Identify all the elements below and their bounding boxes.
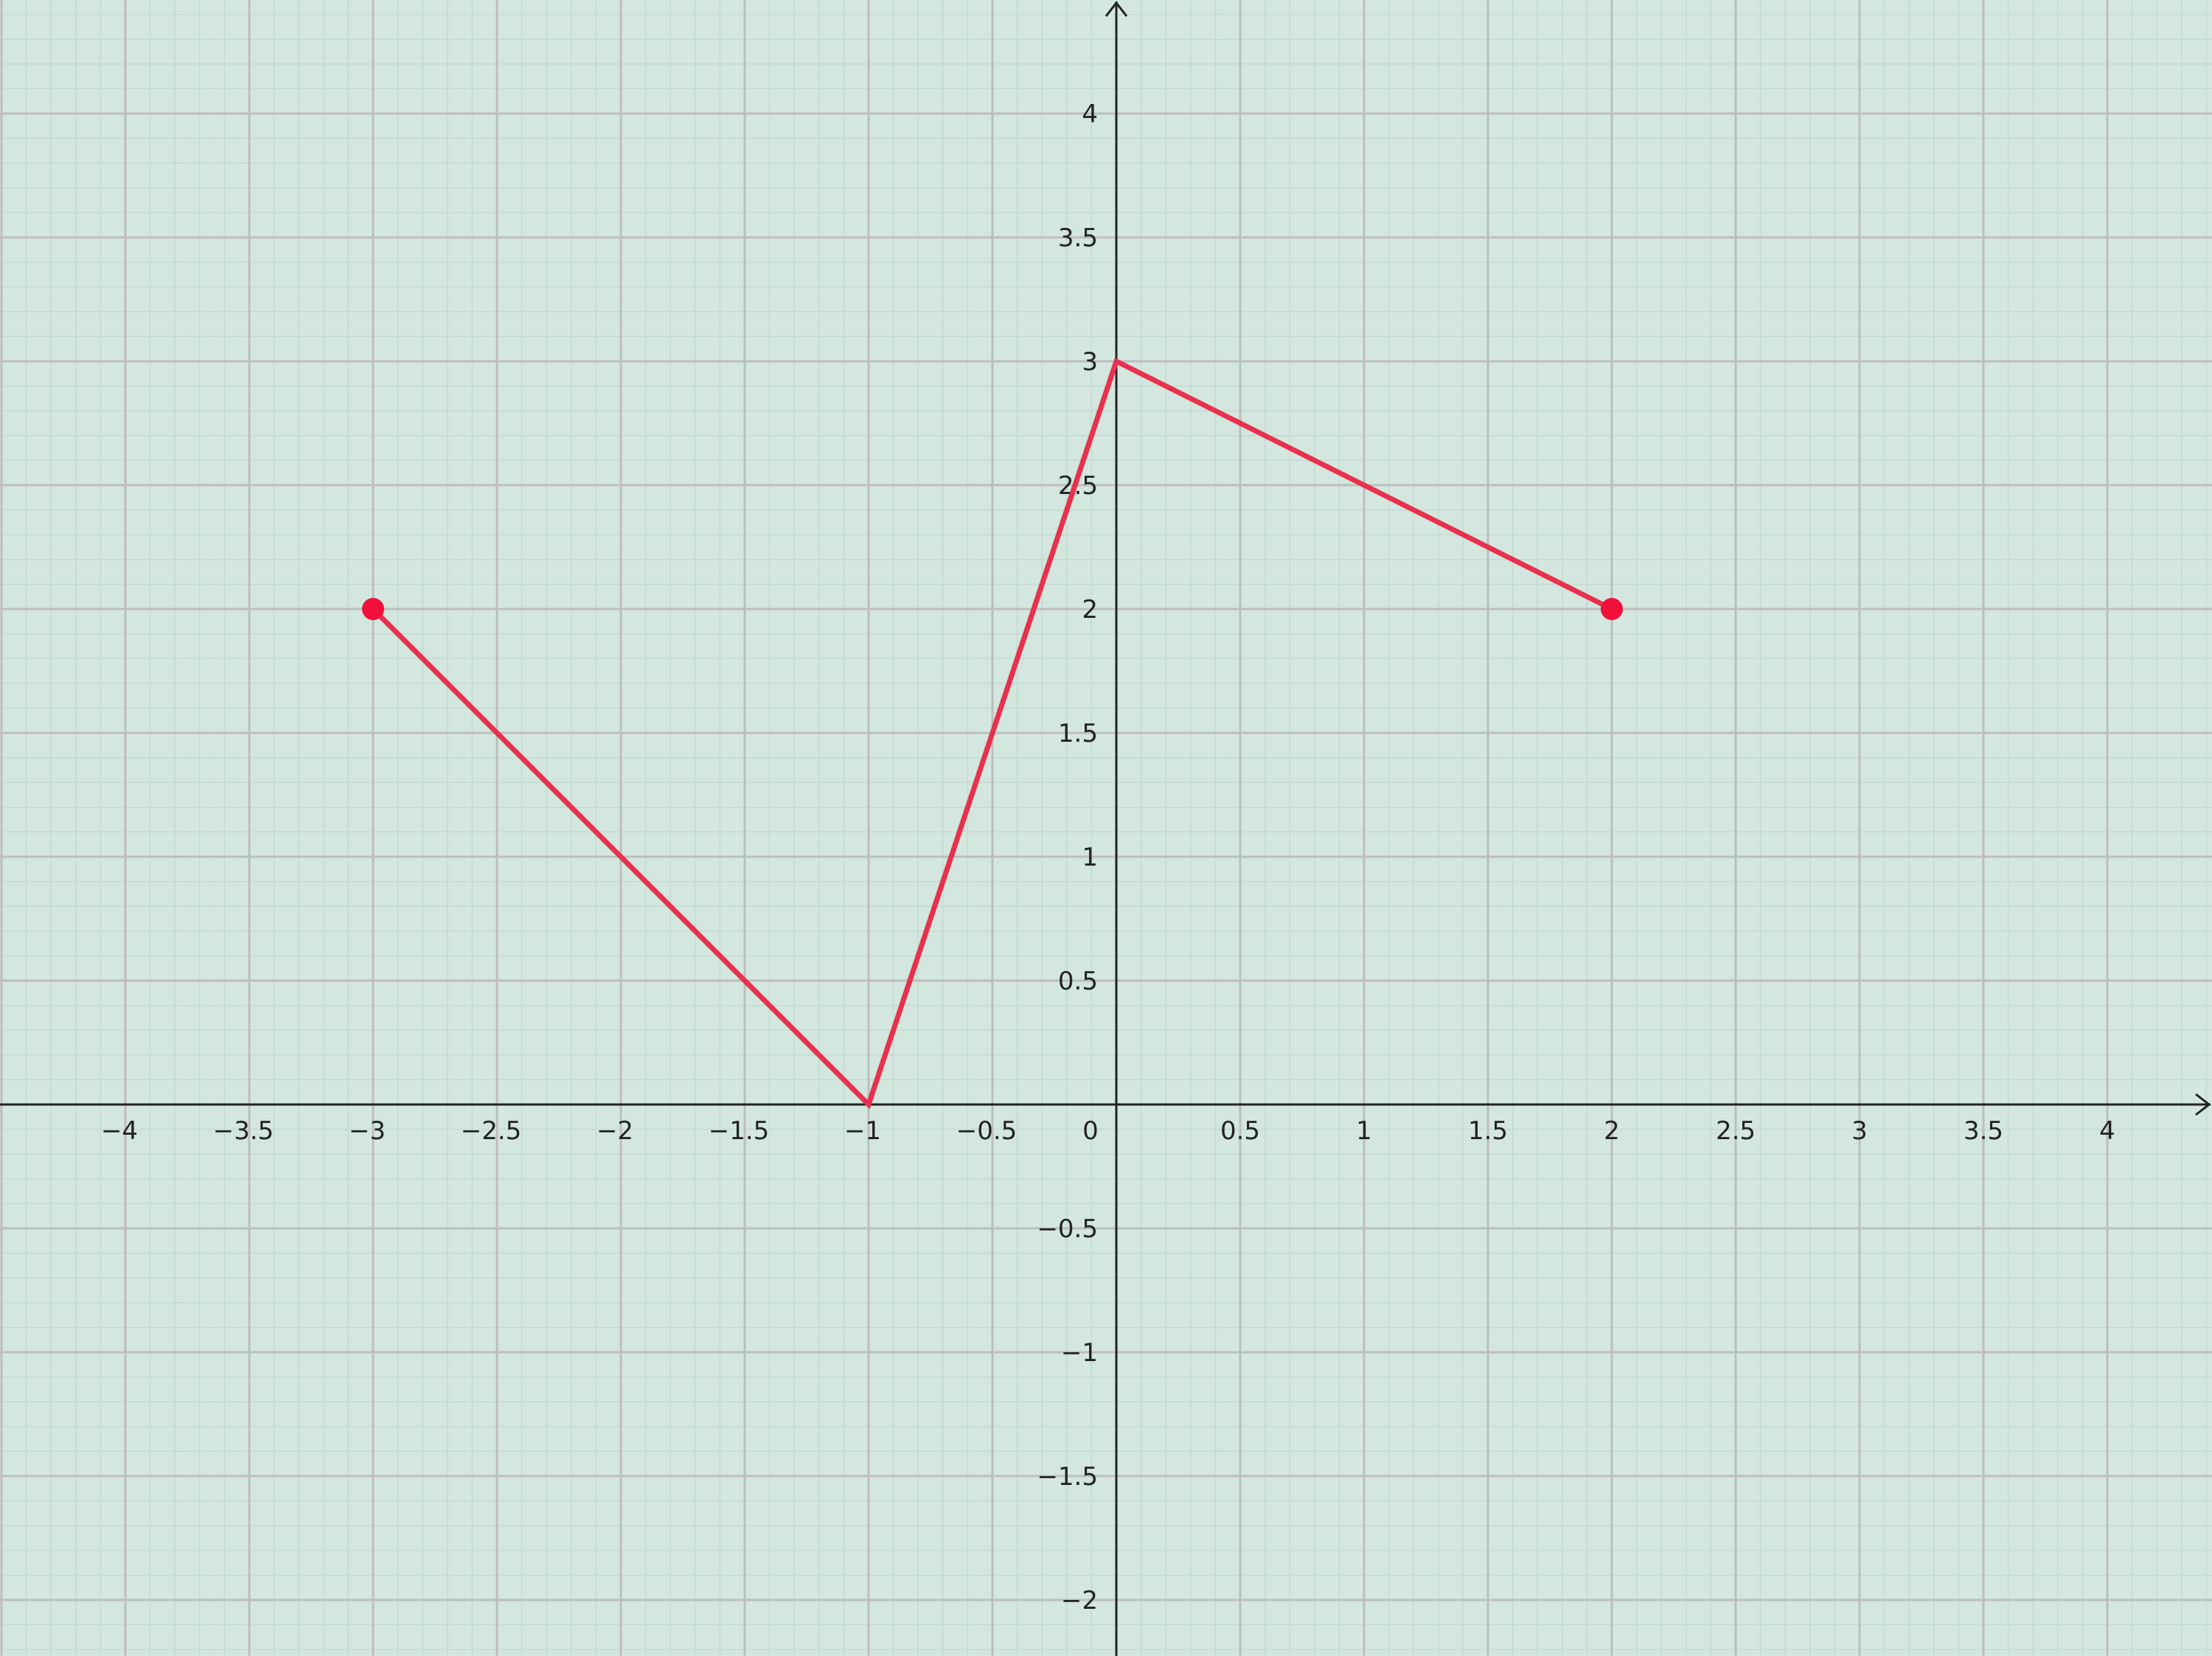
origin-tick-label: 0: [1082, 1116, 1099, 1146]
x-tick-labels: −4 −3.5 −3 −2.5 −2 −1.5 −1 −0.5 0.5 1 1.5 2 2.5 3 3.5 4: [101, 1116, 2115, 1146]
x-tick-label: −0.5: [956, 1116, 1018, 1146]
x-axis-arrow: [2195, 1093, 2211, 1116]
y-tick-label: −0.5: [1037, 1214, 1098, 1244]
x-tick-label: 3: [1851, 1116, 1868, 1146]
x-tick-label: 2: [1604, 1116, 1620, 1146]
series-layer: [362, 358, 1623, 1110]
x-tick-label: −2: [597, 1116, 633, 1146]
y-tick-label: 3: [1082, 347, 1098, 377]
y-tick-label: 1: [1082, 843, 1098, 872]
x-tick-label: −3: [349, 1116, 386, 1146]
y-tick-label: −1: [1061, 1338, 1098, 1368]
x-tick-label: 1: [1356, 1116, 1372, 1146]
endpoint-marker: [1601, 598, 1623, 620]
x-tick-label: 4: [2099, 1116, 2115, 1146]
y-tick-label: −1.5: [1037, 1462, 1098, 1492]
x-tick-label: −1.5: [709, 1116, 770, 1146]
x-tick-label: 0.5: [1220, 1116, 1260, 1146]
y-tick-label: 2: [1082, 595, 1098, 625]
y-tick-labels: −2−1.5−1−0.50.511.522.533.54: [1037, 100, 1098, 1615]
y-tick-label: 4: [1082, 100, 1098, 129]
x-tick-label: 3.5: [1964, 1116, 2003, 1146]
y-tick-label: 1.5: [1058, 719, 1098, 748]
x-tick-label: −3.5: [213, 1116, 274, 1146]
x-tick-label: −4: [101, 1116, 138, 1146]
x-tick-label: 2.5: [1716, 1116, 1756, 1146]
y-tick-label: 0.5: [1058, 967, 1098, 996]
endpoint-marker: [362, 598, 384, 620]
x-tick-label: −1: [844, 1116, 881, 1146]
x-tick-label: −2.5: [461, 1116, 522, 1146]
y-axis-arrow: [1105, 1, 1128, 17]
y-tick-label: −2: [1061, 1586, 1098, 1615]
x-tick-label: 1.5: [1468, 1116, 1508, 1146]
series-line: [371, 358, 1613, 1110]
y-tick-label: 3.5: [1058, 223, 1098, 253]
